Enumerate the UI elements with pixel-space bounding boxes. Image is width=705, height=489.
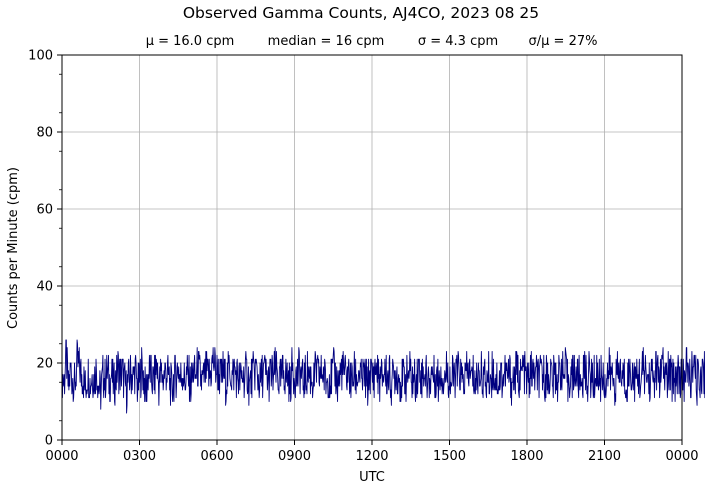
grid-lines <box>62 55 682 440</box>
x-tick-label: 0000 <box>665 449 698 464</box>
x-tick-label: 0900 <box>278 449 311 464</box>
stat-sigma-over-mu: σ/μ = 27% <box>529 34 598 49</box>
y-tick-label: 80 <box>36 126 53 141</box>
x-tick-label: 1800 <box>510 449 543 464</box>
y-axis-label: Counts per Minute (cpm) <box>6 167 21 329</box>
stat-median: median = 16 cpm <box>268 34 385 49</box>
y-tick-label: 40 <box>36 280 53 295</box>
x-tick-label: 1500 <box>433 449 466 464</box>
y-tick-label: 20 <box>36 357 53 372</box>
x-tick-label: 2100 <box>588 449 621 464</box>
y-tick-label: 60 <box>36 203 53 218</box>
y-tick-label: 100 <box>28 49 53 64</box>
stat-mean: μ = 16.0 cpm <box>146 34 235 49</box>
y-tick-label: 0 <box>45 434 53 449</box>
x-tick-label: 0300 <box>123 449 156 464</box>
gamma-counts-series-line <box>61 339 705 414</box>
y-axis-ticks: 0 20 40 60 80 100 <box>28 49 62 449</box>
x-tick-label: 0600 <box>200 449 233 464</box>
stat-sigma: σ = 4.3 cpm <box>418 34 498 49</box>
chart-title: Observed Gamma Counts, AJ4CO, 2023 08 25 <box>183 4 539 22</box>
x-axis-label: UTC <box>359 470 385 485</box>
series-group <box>61 339 705 414</box>
x-axis-ticks: 0000 0300 0600 0900 1200 1500 1800 2100 0000 <box>45 440 699 464</box>
x-tick-label: 0000 <box>45 449 78 464</box>
x-tick-label: 1200 <box>355 449 388 464</box>
